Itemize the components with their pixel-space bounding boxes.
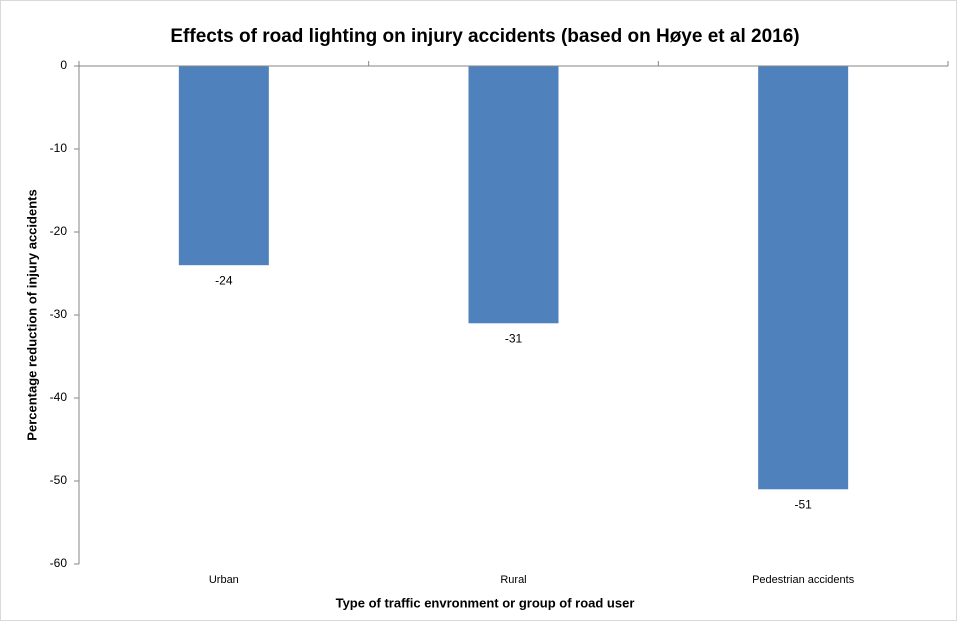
y-tick-label: -50 [50,473,68,487]
x-tick-label: Rural [500,574,526,586]
bar [178,66,269,266]
data-label: -51 [794,497,812,511]
y-tick-label: -60 [50,556,68,570]
x-axis-title: Type of traffic envronment or group of r… [336,595,635,610]
bar [758,66,849,490]
y-axis-title: Percentage reduction of injury accidents [24,189,39,440]
y-tick-label: -30 [50,307,68,321]
y-tick-label: -10 [50,141,68,155]
x-tick-label: Pedestrian accidents [752,574,855,586]
y-tick-label: 0 [60,58,67,72]
bar [468,66,559,324]
y-tick-label: -40 [50,390,68,404]
data-label: -31 [505,331,523,345]
x-tick-label: Urban [209,574,239,586]
chart-title: Effects of road lighting on injury accid… [170,26,799,47]
data-label: -24 [215,273,233,287]
y-tick-label: -20 [50,224,68,238]
